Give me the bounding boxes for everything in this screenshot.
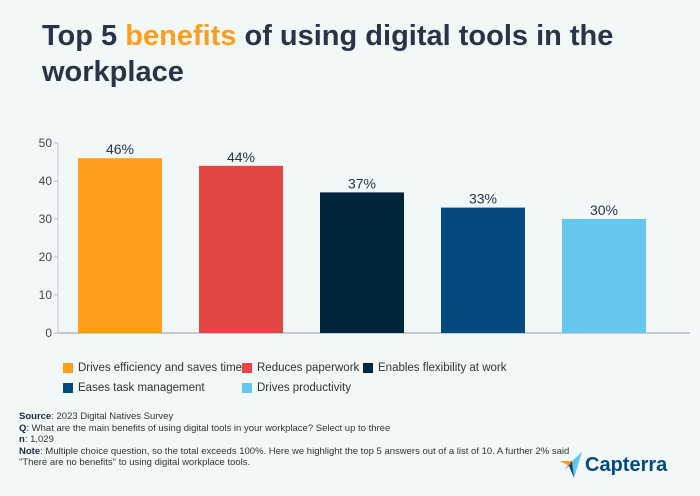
- page-title: Top 5 benefits of using digital tools in…: [42, 20, 614, 88]
- y-tick-label: 0: [45, 326, 52, 340]
- bar: [441, 207, 525, 333]
- legend-label: Enables flexibility at work: [378, 362, 507, 374]
- legend-swatch: [242, 383, 252, 393]
- y-tick-label: 40: [39, 174, 53, 188]
- legend-swatch: [363, 363, 373, 373]
- sample-size-note: n: 1,029: [19, 434, 54, 445]
- data-label: 37%: [348, 175, 376, 191]
- bar-chart: 0 10 20 30 40 50 46% 44% 37% 33% 30%: [39, 136, 690, 340]
- legend-label: Eases task management: [78, 382, 205, 394]
- legend-label: Drives productivity: [257, 382, 351, 394]
- legend-item: Drives efficiency and saves time: [63, 362, 242, 374]
- footnotes: Source: 2023 Digital Natives Survey Q: W…: [19, 411, 579, 469]
- methodology-note: Note: Multiple choice question, so the t…: [19, 445, 570, 469]
- title-highlight: benefits: [125, 20, 237, 52]
- legend-swatch: [63, 383, 73, 393]
- bar: [78, 158, 162, 333]
- y-tick-label: 10: [39, 288, 53, 302]
- question-note: Q: What are the main benefits of using d…: [19, 422, 391, 434]
- bar: [562, 219, 646, 333]
- y-tick-label: 50: [39, 136, 53, 150]
- y-tick-label: 20: [39, 250, 53, 264]
- capterra-arrow-icon: [560, 452, 582, 478]
- y-tick-label: 30: [39, 212, 53, 226]
- source-note: Source: 2023 Digital Natives Survey: [19, 411, 174, 422]
- data-label: 44%: [227, 149, 255, 165]
- legend-item: Reduces paperwork: [242, 362, 359, 374]
- legend-item: Enables flexibility at work: [363, 362, 506, 374]
- legend-item: Drives productivity: [242, 382, 351, 394]
- legend-label: Reduces paperwork: [257, 362, 360, 374]
- legend-swatch: [242, 363, 252, 373]
- data-label: 30%: [590, 202, 618, 218]
- legend-swatch: [63, 363, 73, 373]
- data-label: 46%: [106, 141, 134, 157]
- legend-label: Drives efficiency and saves time: [78, 362, 243, 374]
- data-label: 33%: [469, 191, 497, 207]
- capterra-logo: Capterra: [560, 452, 667, 478]
- legend-item: Eases task management: [63, 382, 205, 394]
- bar: [199, 165, 283, 333]
- bar: [320, 192, 404, 333]
